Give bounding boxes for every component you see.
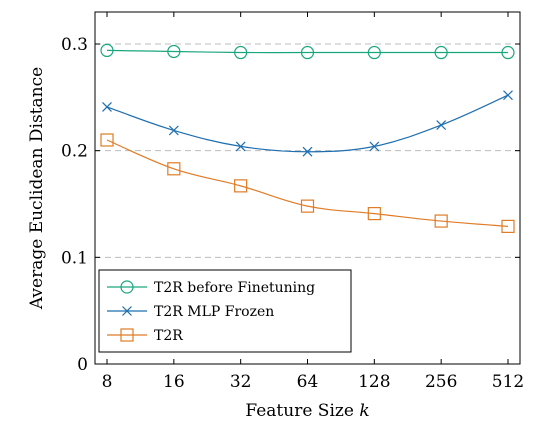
legend-item: T2R before Finetuning xyxy=(107,280,315,296)
y-tick-label: 0.3 xyxy=(61,35,88,55)
data-point xyxy=(168,125,179,136)
legend-marker xyxy=(120,328,134,342)
data-point xyxy=(300,199,315,213)
data-point xyxy=(436,120,447,130)
x-axis-label: Feature Size k xyxy=(245,401,369,421)
legend-item: T2R MLP Frozen xyxy=(107,304,274,320)
legend-label: T2R MLP Frozen xyxy=(154,304,274,320)
data-point xyxy=(302,146,313,157)
data-point xyxy=(235,141,246,152)
series-line xyxy=(106,49,509,54)
data-point xyxy=(234,179,248,193)
data-point xyxy=(167,44,181,59)
data-point xyxy=(234,45,248,60)
y-axis-ticks: 0 0.1 0.2 0.3 xyxy=(61,35,520,375)
data-point xyxy=(167,162,181,176)
data-point xyxy=(100,43,114,58)
y-tick-label: 0 xyxy=(77,355,88,375)
y-axis-label: Average Euclidean Distance xyxy=(27,67,47,310)
x-tick-label: 16 xyxy=(163,372,185,392)
data-point xyxy=(102,102,112,112)
x-tick-label: 128 xyxy=(358,372,390,392)
data-point xyxy=(300,45,315,60)
y-tick-label: 0.2 xyxy=(61,142,88,162)
data-point xyxy=(503,90,513,101)
legend-marker xyxy=(122,306,132,316)
legend-label: T2R xyxy=(154,328,183,344)
data-point xyxy=(434,45,448,60)
grid-lines xyxy=(95,43,520,258)
series-x xyxy=(102,90,513,157)
data-point xyxy=(369,141,380,152)
x-tick-label: 8 xyxy=(102,372,113,392)
legend: T2R before Finetuning T2R MLP Frozen T2R xyxy=(98,269,352,353)
legend-item: T2R xyxy=(107,328,183,344)
data-point xyxy=(367,45,381,60)
data-point xyxy=(501,219,515,233)
data-point xyxy=(434,214,448,228)
x-tick-label: 64 xyxy=(297,372,319,392)
y-tick-label: 0.1 xyxy=(61,248,88,268)
series-layer xyxy=(100,43,515,233)
series-circle xyxy=(100,43,515,60)
x-tick-label: 32 xyxy=(230,372,252,392)
legend-marker xyxy=(120,280,134,294)
data-point xyxy=(100,133,114,147)
x-tick-label: 256 xyxy=(425,372,457,392)
x-axis-ticks: 8 16 32 64 128 256 512 xyxy=(102,12,524,392)
data-point xyxy=(501,45,515,60)
series-square xyxy=(100,133,515,233)
series-line xyxy=(106,94,509,153)
legend-label: T2R before Finetuning xyxy=(154,280,315,296)
x-tick-label: 512 xyxy=(492,372,524,392)
series-line xyxy=(106,139,509,227)
data-point xyxy=(367,207,381,221)
